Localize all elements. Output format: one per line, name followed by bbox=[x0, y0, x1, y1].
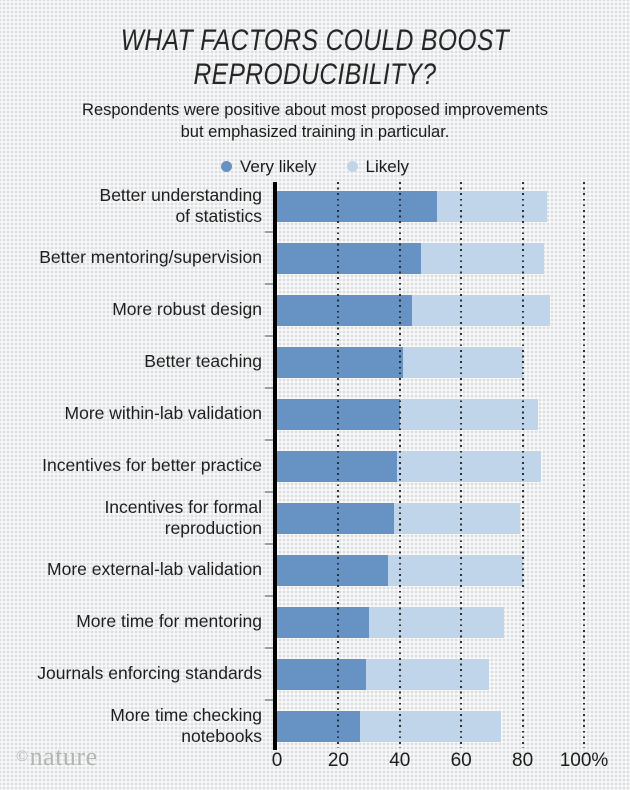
y-axis-tick bbox=[265, 335, 274, 337]
x-axis-label: 100% bbox=[559, 750, 609, 771]
chart-row: Incentives for better practice bbox=[0, 440, 630, 492]
category-label: Better teaching bbox=[144, 351, 262, 372]
chart-row: Journals enforcing standards bbox=[0, 648, 630, 700]
bar-segment-likely bbox=[369, 606, 505, 638]
bar-track bbox=[277, 242, 584, 274]
category-label: More time checking notebooks bbox=[110, 704, 262, 746]
category-label: More external-lab validation bbox=[47, 559, 262, 580]
bar-rows: Better understanding of statistics Bette… bbox=[0, 180, 630, 752]
copyright-icon: © bbox=[16, 748, 29, 765]
bar-segment-very-likely bbox=[277, 658, 367, 690]
bar-segment-very-likely bbox=[277, 710, 360, 742]
category-label: Journals enforcing standards bbox=[37, 663, 262, 684]
nature-logo-text: nature bbox=[29, 742, 98, 771]
category-label: Incentives for better practice bbox=[42, 455, 262, 476]
bar-track bbox=[277, 294, 584, 326]
bar-track bbox=[277, 346, 584, 378]
bar-segment-likely bbox=[421, 242, 545, 274]
bar-track bbox=[277, 606, 584, 638]
chart-row: More robust design bbox=[0, 284, 630, 336]
bar-track bbox=[277, 710, 584, 742]
bar-segment-likely bbox=[387, 554, 523, 586]
y-axis-tick bbox=[265, 387, 274, 389]
nature-logo: ©nature bbox=[16, 742, 98, 772]
y-axis-tick bbox=[265, 543, 274, 545]
legend-dot-very-likely-icon bbox=[221, 161, 232, 173]
bar-segment-likely bbox=[359, 710, 502, 742]
legend-label-likely: Likely bbox=[365, 156, 409, 176]
chart-title: WHAT FACTORS COULD BOOST REPRODUCIBILITY… bbox=[57, 24, 574, 91]
x-axis-label: 0 bbox=[271, 750, 283, 771]
legend-item-likely: Likely bbox=[346, 156, 409, 177]
category-label: More within-lab validation bbox=[64, 403, 262, 424]
chart-title-line2: REPRODUCIBILITY? bbox=[193, 57, 437, 91]
chart-subtitle: Respondents were positive about most pro… bbox=[0, 100, 630, 144]
category-label: Better understanding of statistics bbox=[99, 184, 262, 226]
y-axis-tick bbox=[265, 283, 274, 285]
chart-row: Better mentoring/supervision bbox=[0, 232, 630, 284]
gridline-20 bbox=[337, 182, 340, 748]
gridline-80 bbox=[521, 182, 524, 748]
bar-track bbox=[277, 502, 584, 534]
bar-segment-likely bbox=[366, 658, 489, 690]
chart-subtitle-line2: but emphasized training in particular. bbox=[180, 122, 450, 141]
bar-track bbox=[277, 450, 584, 482]
chart-row: Better teaching bbox=[0, 336, 630, 388]
bar-track bbox=[277, 190, 584, 222]
bar-segment-very-likely bbox=[277, 450, 397, 482]
x-axis-label: 60 bbox=[450, 750, 472, 771]
gridline-60 bbox=[460, 182, 463, 748]
y-axis-tick bbox=[265, 491, 274, 493]
bar-segment-very-likely bbox=[277, 554, 388, 586]
chart-row: Incentives for formal reproduction bbox=[0, 492, 630, 544]
bar-track bbox=[277, 658, 584, 690]
bar-chart: Better understanding of statistics Bette… bbox=[0, 180, 630, 790]
category-label: Better mentoring/supervision bbox=[39, 247, 262, 268]
bar-track bbox=[277, 398, 584, 430]
chart-row: More time for mentoring bbox=[0, 596, 630, 648]
bar-track bbox=[277, 554, 584, 586]
x-axis-label: 80 bbox=[512, 750, 534, 771]
y-axis-tick bbox=[265, 439, 274, 441]
bar-segment-likely bbox=[402, 346, 523, 378]
legend-item-very-likely: Very likely bbox=[221, 157, 317, 177]
bar-segment-very-likely bbox=[277, 502, 394, 534]
x-axis-label: 20 bbox=[327, 750, 349, 771]
chart-row: More time checking notebooks bbox=[0, 700, 630, 752]
y-axis-tick bbox=[265, 231, 274, 233]
bar-segment-very-likely bbox=[277, 294, 413, 326]
y-axis-tick bbox=[265, 647, 274, 649]
gridline-40 bbox=[398, 182, 401, 748]
legend-label-very-likely: Very likely bbox=[240, 156, 317, 176]
category-label: More time for mentoring bbox=[76, 611, 262, 632]
category-label: Incentives for formal reproduction bbox=[104, 496, 262, 538]
bar-segment-likely bbox=[396, 450, 541, 482]
bar-segment-likely bbox=[412, 294, 551, 326]
bar-segment-very-likely bbox=[277, 606, 370, 638]
chart-row: More external-lab validation bbox=[0, 544, 630, 596]
chart-row: More within-lab validation bbox=[0, 388, 630, 440]
legend-dot-likely-icon bbox=[346, 161, 358, 173]
gridline-100 bbox=[583, 182, 585, 748]
chart-row: Better understanding of statistics bbox=[0, 180, 630, 232]
category-label: More robust design bbox=[112, 299, 262, 320]
legend: Very likely Likely bbox=[0, 157, 630, 177]
bar-segment-very-likely bbox=[277, 190, 437, 222]
y-axis-line bbox=[273, 182, 277, 750]
chart-subtitle-line1: Respondents were positive about most pro… bbox=[82, 101, 548, 120]
bar-segment-likely bbox=[436, 190, 548, 222]
y-axis-tick bbox=[265, 699, 274, 701]
bar-segment-likely bbox=[393, 502, 520, 534]
y-axis-tick bbox=[265, 595, 274, 597]
chart-title-line1: WHAT FACTORS COULD BOOST bbox=[120, 24, 510, 57]
bar-segment-very-likely bbox=[277, 346, 403, 378]
x-axis-label: 40 bbox=[389, 750, 411, 771]
bar-segment-likely bbox=[399, 398, 538, 430]
bar-segment-very-likely bbox=[277, 242, 422, 274]
